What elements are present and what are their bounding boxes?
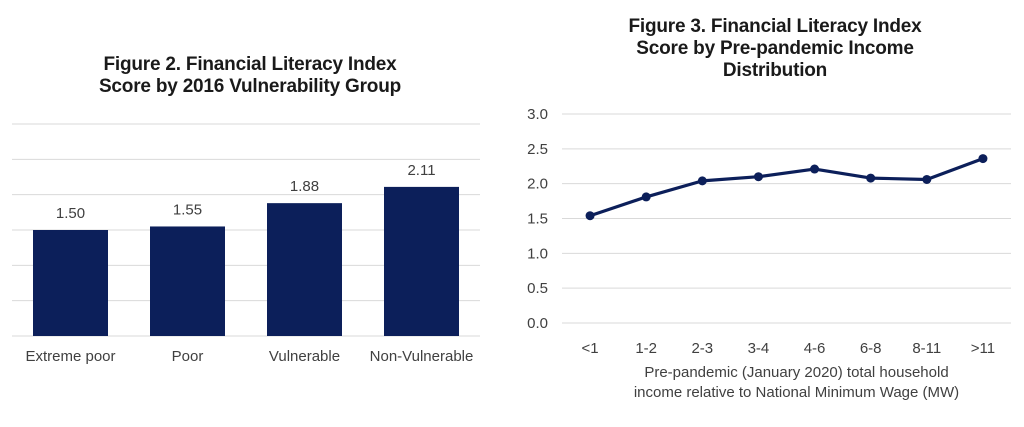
figure2-bar-chart: 1.50 Extreme poor 1.55 Poor 1.88 Vulnerable 2.… (12, 123, 480, 365)
figure3-title-line3: Distribution (722, 60, 828, 81)
figure3-title: Figure 3. Financial Literacy Index Score… (540, 16, 1010, 82)
x-tick-label: 1-2 (635, 340, 657, 357)
x-axis-title-line: Pre-pandemic (January 2020) total househ… (644, 364, 948, 381)
y-tick-label: 2.5 (527, 141, 548, 158)
data-point (697, 176, 707, 186)
y-tick-label: 0.5 (527, 280, 548, 297)
data-point (753, 172, 763, 182)
data-label: 1.55 (173, 201, 202, 218)
bar (384, 186, 459, 336)
data-label: 1.88 (290, 178, 319, 195)
x-tick-label: Poor (172, 348, 204, 365)
figure2-title: Figure 2. Financial Literacy Index Score… (10, 54, 490, 98)
data-point (922, 174, 932, 184)
x-tick-label: 2-3 (691, 340, 713, 357)
y-tick-label: 0.0 (527, 315, 548, 332)
bar (267, 203, 342, 336)
figure3-title-line2: Score by Pre-pandemic Income (636, 38, 914, 59)
bar (33, 230, 108, 336)
x-tick-label: 6-8 (860, 340, 882, 357)
y-tick-label: 1.0 (527, 245, 548, 262)
data-point (641, 192, 651, 202)
figure3-line-chart: 0.0 0.5 1.0 1.5 2.0 2.5 3.0 <1 1-2 2-3 3-4 4-6 6-8 8-… (527, 106, 1011, 401)
data-label: 2.11 (407, 162, 435, 179)
series-line (589, 157, 984, 218)
x-tick-label: Non-Vulnerable (370, 348, 474, 365)
x-tick-label: 3-4 (748, 340, 770, 357)
x-tick-label: >11 (971, 340, 995, 357)
y-tick-label: 1.5 (527, 211, 548, 228)
figure3-title-line1: Figure 3. Financial Literacy Index (628, 16, 922, 37)
data-point (866, 173, 876, 183)
data-point (810, 164, 820, 174)
x-axis-title-line: income relative to National Minimum Wage… (634, 384, 959, 401)
figure2-title-line2: Score by 2016 Vulnerability Group (98, 76, 402, 97)
y-tick-label: 2.0 (527, 176, 548, 193)
x-tick-label: <1 (582, 340, 599, 357)
x-tick-label: Vulnerable (269, 348, 340, 365)
x-tick-label: Extreme poor (25, 348, 115, 365)
y-tick-label: 3.0 (527, 106, 548, 123)
bar (150, 226, 225, 336)
data-point (978, 154, 988, 164)
x-tick-label: 4-6 (804, 340, 826, 357)
data-point (585, 211, 595, 221)
figure2-title-line1: Figure 2. Financial Literacy Index (103, 54, 397, 75)
x-tick-label: 8-11 (912, 340, 941, 357)
data-label: 1.50 (56, 205, 85, 222)
